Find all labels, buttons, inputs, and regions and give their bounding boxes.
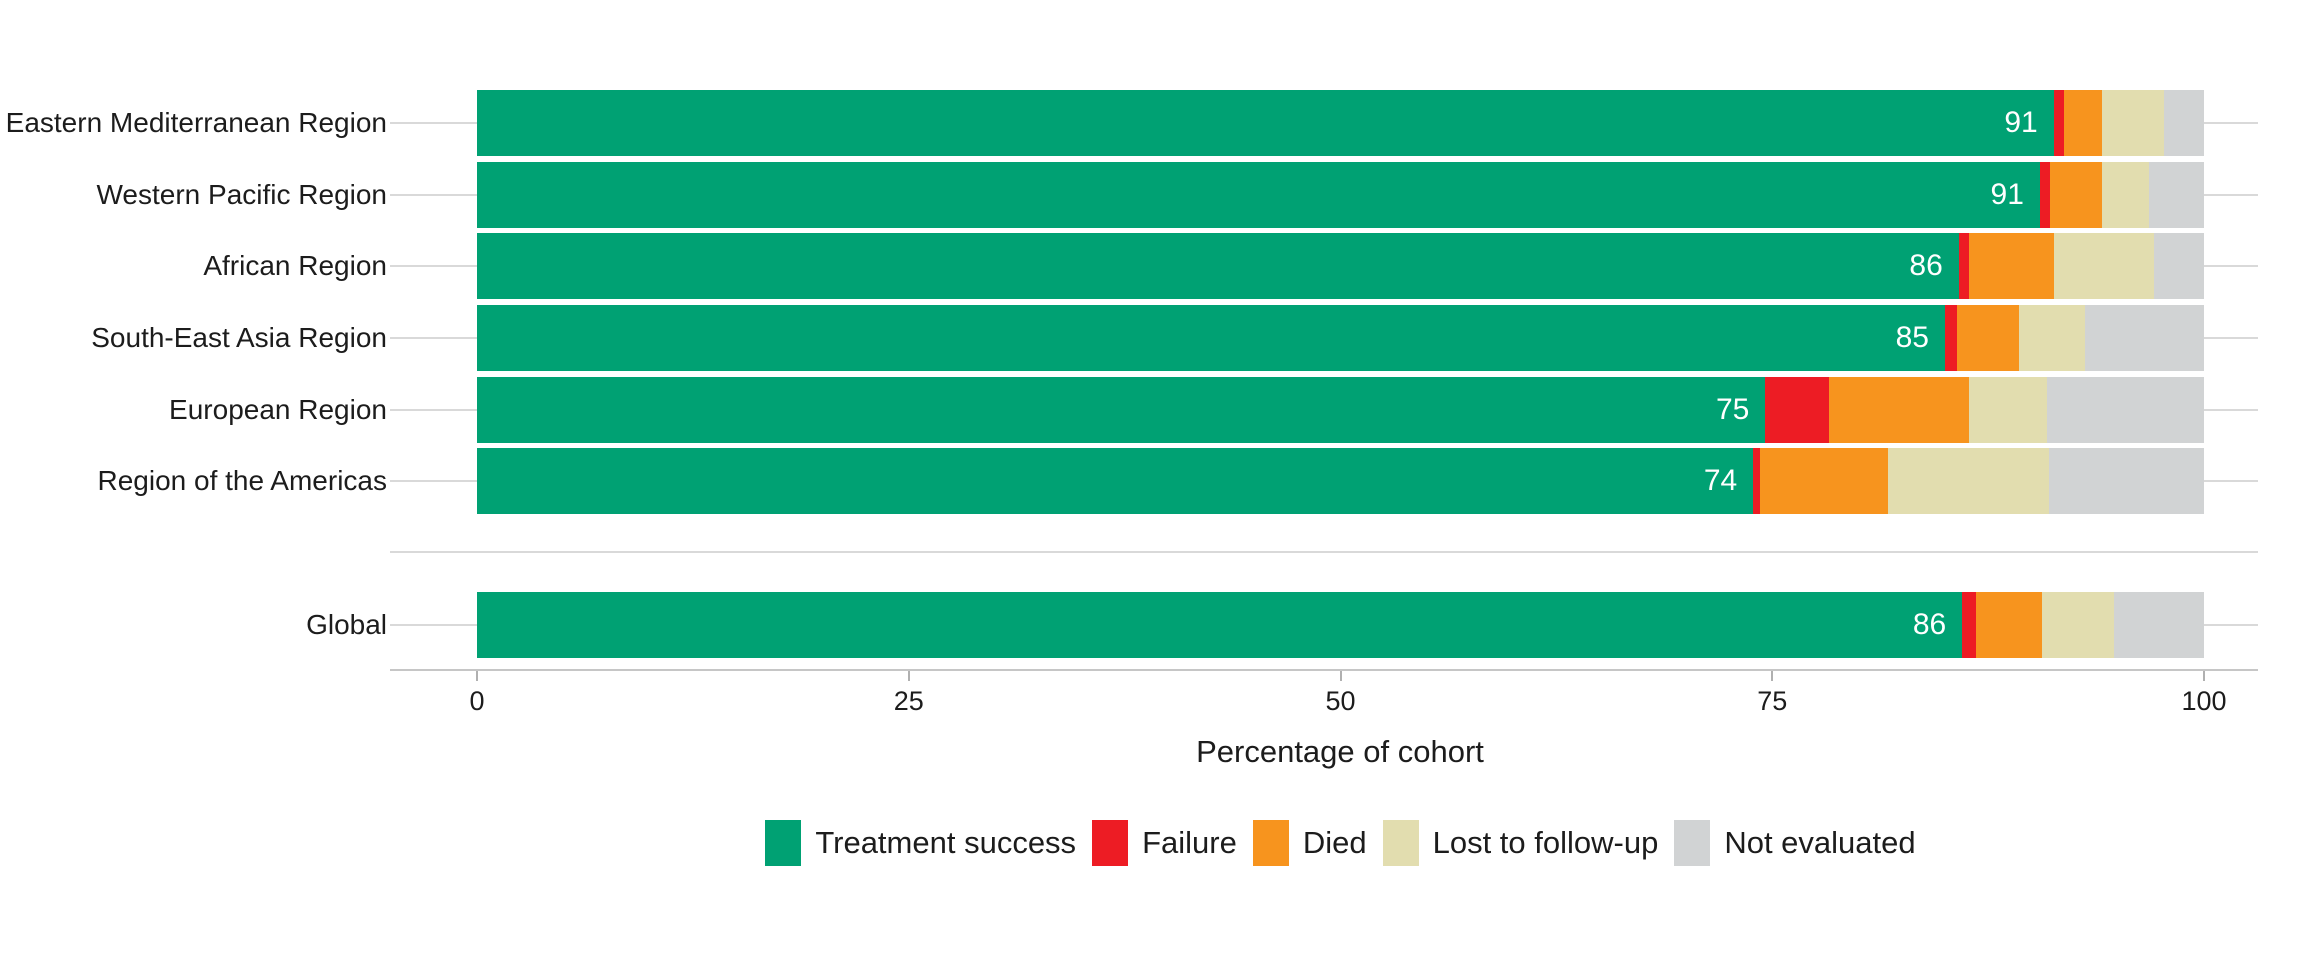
legend-swatch xyxy=(1382,820,1419,866)
bar-segment-treatment-success xyxy=(477,592,1963,658)
stacked-bar xyxy=(477,162,2204,228)
bar-segment-lost-to-follow-up xyxy=(2019,305,2085,371)
x-axis-tick xyxy=(2203,671,2205,681)
bar-value-label: 86 xyxy=(1912,608,1947,641)
legend-item-not-evaluated: Not evaluated xyxy=(1674,820,1916,866)
stacked-bar xyxy=(477,90,2204,156)
legend-item-died: Died xyxy=(1252,820,1367,866)
x-axis-line xyxy=(390,669,2258,671)
bar-segment-died xyxy=(1969,233,2054,299)
bar-segment-treatment-success xyxy=(477,162,2040,228)
y-axis-label: Eastern Mediterranean Region xyxy=(5,107,387,138)
x-axis-title: Percentage of cohort xyxy=(1196,734,1484,769)
x-axis-tick-label: 25 xyxy=(893,686,924,716)
bar-segment-not-evaluated xyxy=(2046,377,2204,443)
bar-segment-failure xyxy=(2053,90,2065,156)
stacked-bar xyxy=(477,233,2204,299)
legend-swatch xyxy=(1092,820,1129,866)
bar-segment-treatment-success xyxy=(477,377,1766,443)
bar-segment-lost-to-follow-up xyxy=(2041,592,2115,658)
bar-segment-failure xyxy=(1765,377,1830,443)
row-gridline xyxy=(390,551,2258,553)
bar-value-label: 85 xyxy=(1895,321,1929,354)
stacked-bar xyxy=(477,377,2204,443)
y-axis-label: European Region xyxy=(169,394,387,425)
x-axis-tick xyxy=(476,671,478,681)
legend-swatch xyxy=(765,820,802,866)
bar-segment-died xyxy=(1957,305,2020,371)
bar-segment-not-evaluated xyxy=(2114,592,2204,658)
stacked-bar xyxy=(477,592,2204,658)
bar-segment-lost-to-follow-up xyxy=(2102,162,2149,228)
y-axis-label: Western Pacific Region xyxy=(96,179,388,210)
bar-segment-failure xyxy=(1962,592,1977,658)
bar-segment-died xyxy=(1976,592,2042,658)
bar-value-label: 75 xyxy=(1715,393,1750,426)
bar-segment-not-evaluated xyxy=(2148,162,2204,228)
x-axis-tick-label: 75 xyxy=(1757,686,1788,716)
x-axis-tick xyxy=(1771,671,1774,681)
legend-label: Not evaluated xyxy=(1724,825,1916,860)
bar-value-label: 86 xyxy=(1909,249,1943,282)
stacked-bar xyxy=(477,448,2204,514)
legend-item-lost-to-follow-up: Lost to follow-up xyxy=(1382,820,1659,866)
bar-value-label: 74 xyxy=(1703,464,1738,497)
bar-segment-failure xyxy=(1958,233,1970,299)
legend-label: Failure xyxy=(1142,825,1237,860)
x-axis-tick-label: 0 xyxy=(469,686,485,716)
bar-value-label: 91 xyxy=(2004,106,2038,139)
bar-segment-failure xyxy=(1944,305,1958,371)
bar-segment-lost-to-follow-up xyxy=(2102,90,2165,156)
bar-segment-died xyxy=(2050,162,2103,228)
bar-segment-not-evaluated xyxy=(2048,448,2204,514)
bar-segment-lost-to-follow-up xyxy=(1969,377,2047,443)
x-axis-tick xyxy=(1339,671,1342,681)
bar-segment-treatment-success xyxy=(477,233,1959,299)
legend-item-treatment-success: Treatment success xyxy=(765,820,1076,866)
x-axis-tick-label: 50 xyxy=(1325,686,1356,716)
legend-swatch xyxy=(1674,820,1711,866)
stacked-bar xyxy=(477,305,2204,371)
bar-segment-treatment-success xyxy=(477,448,1754,514)
bar-segment-treatment-success xyxy=(477,90,2054,156)
bar-segment-lost-to-follow-up xyxy=(2053,233,2154,299)
x-axis-tick xyxy=(907,671,910,681)
bar-value-label: 91 xyxy=(1990,178,2024,211)
bar-segment-treatment-success xyxy=(477,305,1945,371)
bar-segment-died xyxy=(2064,90,2103,156)
bar-segment-failure xyxy=(1753,448,1761,514)
bar-segment-died xyxy=(1760,448,1888,514)
legend-label: Died xyxy=(1302,825,1367,860)
bar-segment-died xyxy=(1829,377,1970,443)
legend-label: Treatment success xyxy=(815,825,1077,860)
y-axis-label: Global xyxy=(306,609,387,640)
bar-segment-not-evaluated xyxy=(2084,305,2204,371)
legend-item-failure: Failure xyxy=(1092,820,1237,866)
legend-swatch xyxy=(1252,820,1289,866)
bar-segment-not-evaluated xyxy=(2153,233,2204,299)
bar-segment-not-evaluated xyxy=(2164,90,2204,156)
x-axis-tick-label: 100 xyxy=(2181,686,2227,716)
y-axis-label: South-East Asia Region xyxy=(91,322,387,353)
bar-segment-lost-to-follow-up xyxy=(1887,448,2049,514)
legend: Treatment success Failure Died Lost to foll… xyxy=(477,818,2204,868)
y-axis-label: African Region xyxy=(203,250,387,281)
y-axis-label: Region of the Americas xyxy=(97,465,388,496)
bar-segment-failure xyxy=(2039,162,2051,228)
legend-label: Lost to follow-up xyxy=(1432,825,1659,860)
